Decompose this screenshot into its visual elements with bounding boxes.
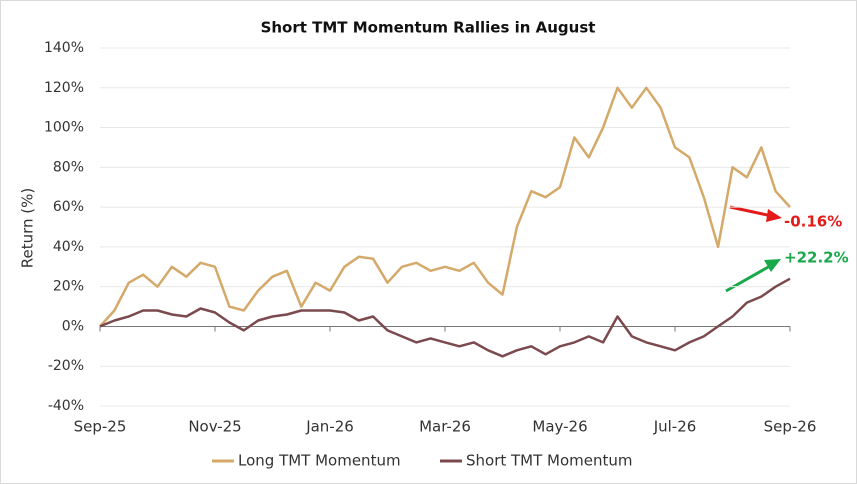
legend-label: Long TMT Momentum bbox=[238, 452, 401, 470]
series-line bbox=[99, 86, 791, 328]
annotation: -0.16% bbox=[784, 213, 842, 231]
legend-label: Short TMT Momentum bbox=[466, 452, 633, 470]
y-tick-label: 60% bbox=[53, 199, 84, 215]
arrow-head-red bbox=[766, 209, 782, 222]
arrow-head-green bbox=[764, 259, 781, 272]
x-tick-label: Sep-25 bbox=[74, 418, 127, 436]
x-tick-label: May-26 bbox=[532, 418, 587, 436]
series-line bbox=[99, 277, 791, 358]
x-tick-label: Jul-26 bbox=[653, 418, 697, 436]
arrow-red bbox=[729, 205, 773, 218]
x-tick-label: Mar-26 bbox=[419, 418, 471, 436]
y-axis-label: Return (%) bbox=[19, 188, 37, 269]
chart-title: Short TMT Momentum Rallies in August bbox=[261, 19, 596, 37]
y-tick-label: 80% bbox=[53, 159, 84, 175]
y-tick-label: 0% bbox=[62, 318, 84, 334]
y-tick-label: 20% bbox=[53, 279, 84, 295]
annotation: +22.2% bbox=[784, 249, 849, 267]
y-tick-label: -20% bbox=[48, 358, 84, 374]
y-tick-label: 40% bbox=[53, 239, 84, 255]
x-tick-label: Sep-26 bbox=[764, 418, 817, 436]
x-tick-label: Jan-26 bbox=[305, 418, 354, 436]
y-tick-label: 140% bbox=[44, 40, 84, 56]
legend: Long TMT Momentum Short TMT Momentum bbox=[212, 452, 633, 470]
y-tick-label: -40% bbox=[48, 398, 84, 414]
y-tick-label: 100% bbox=[44, 120, 84, 136]
y-tick-label: 120% bbox=[44, 80, 84, 96]
x-tick-label: Nov-25 bbox=[188, 418, 241, 436]
